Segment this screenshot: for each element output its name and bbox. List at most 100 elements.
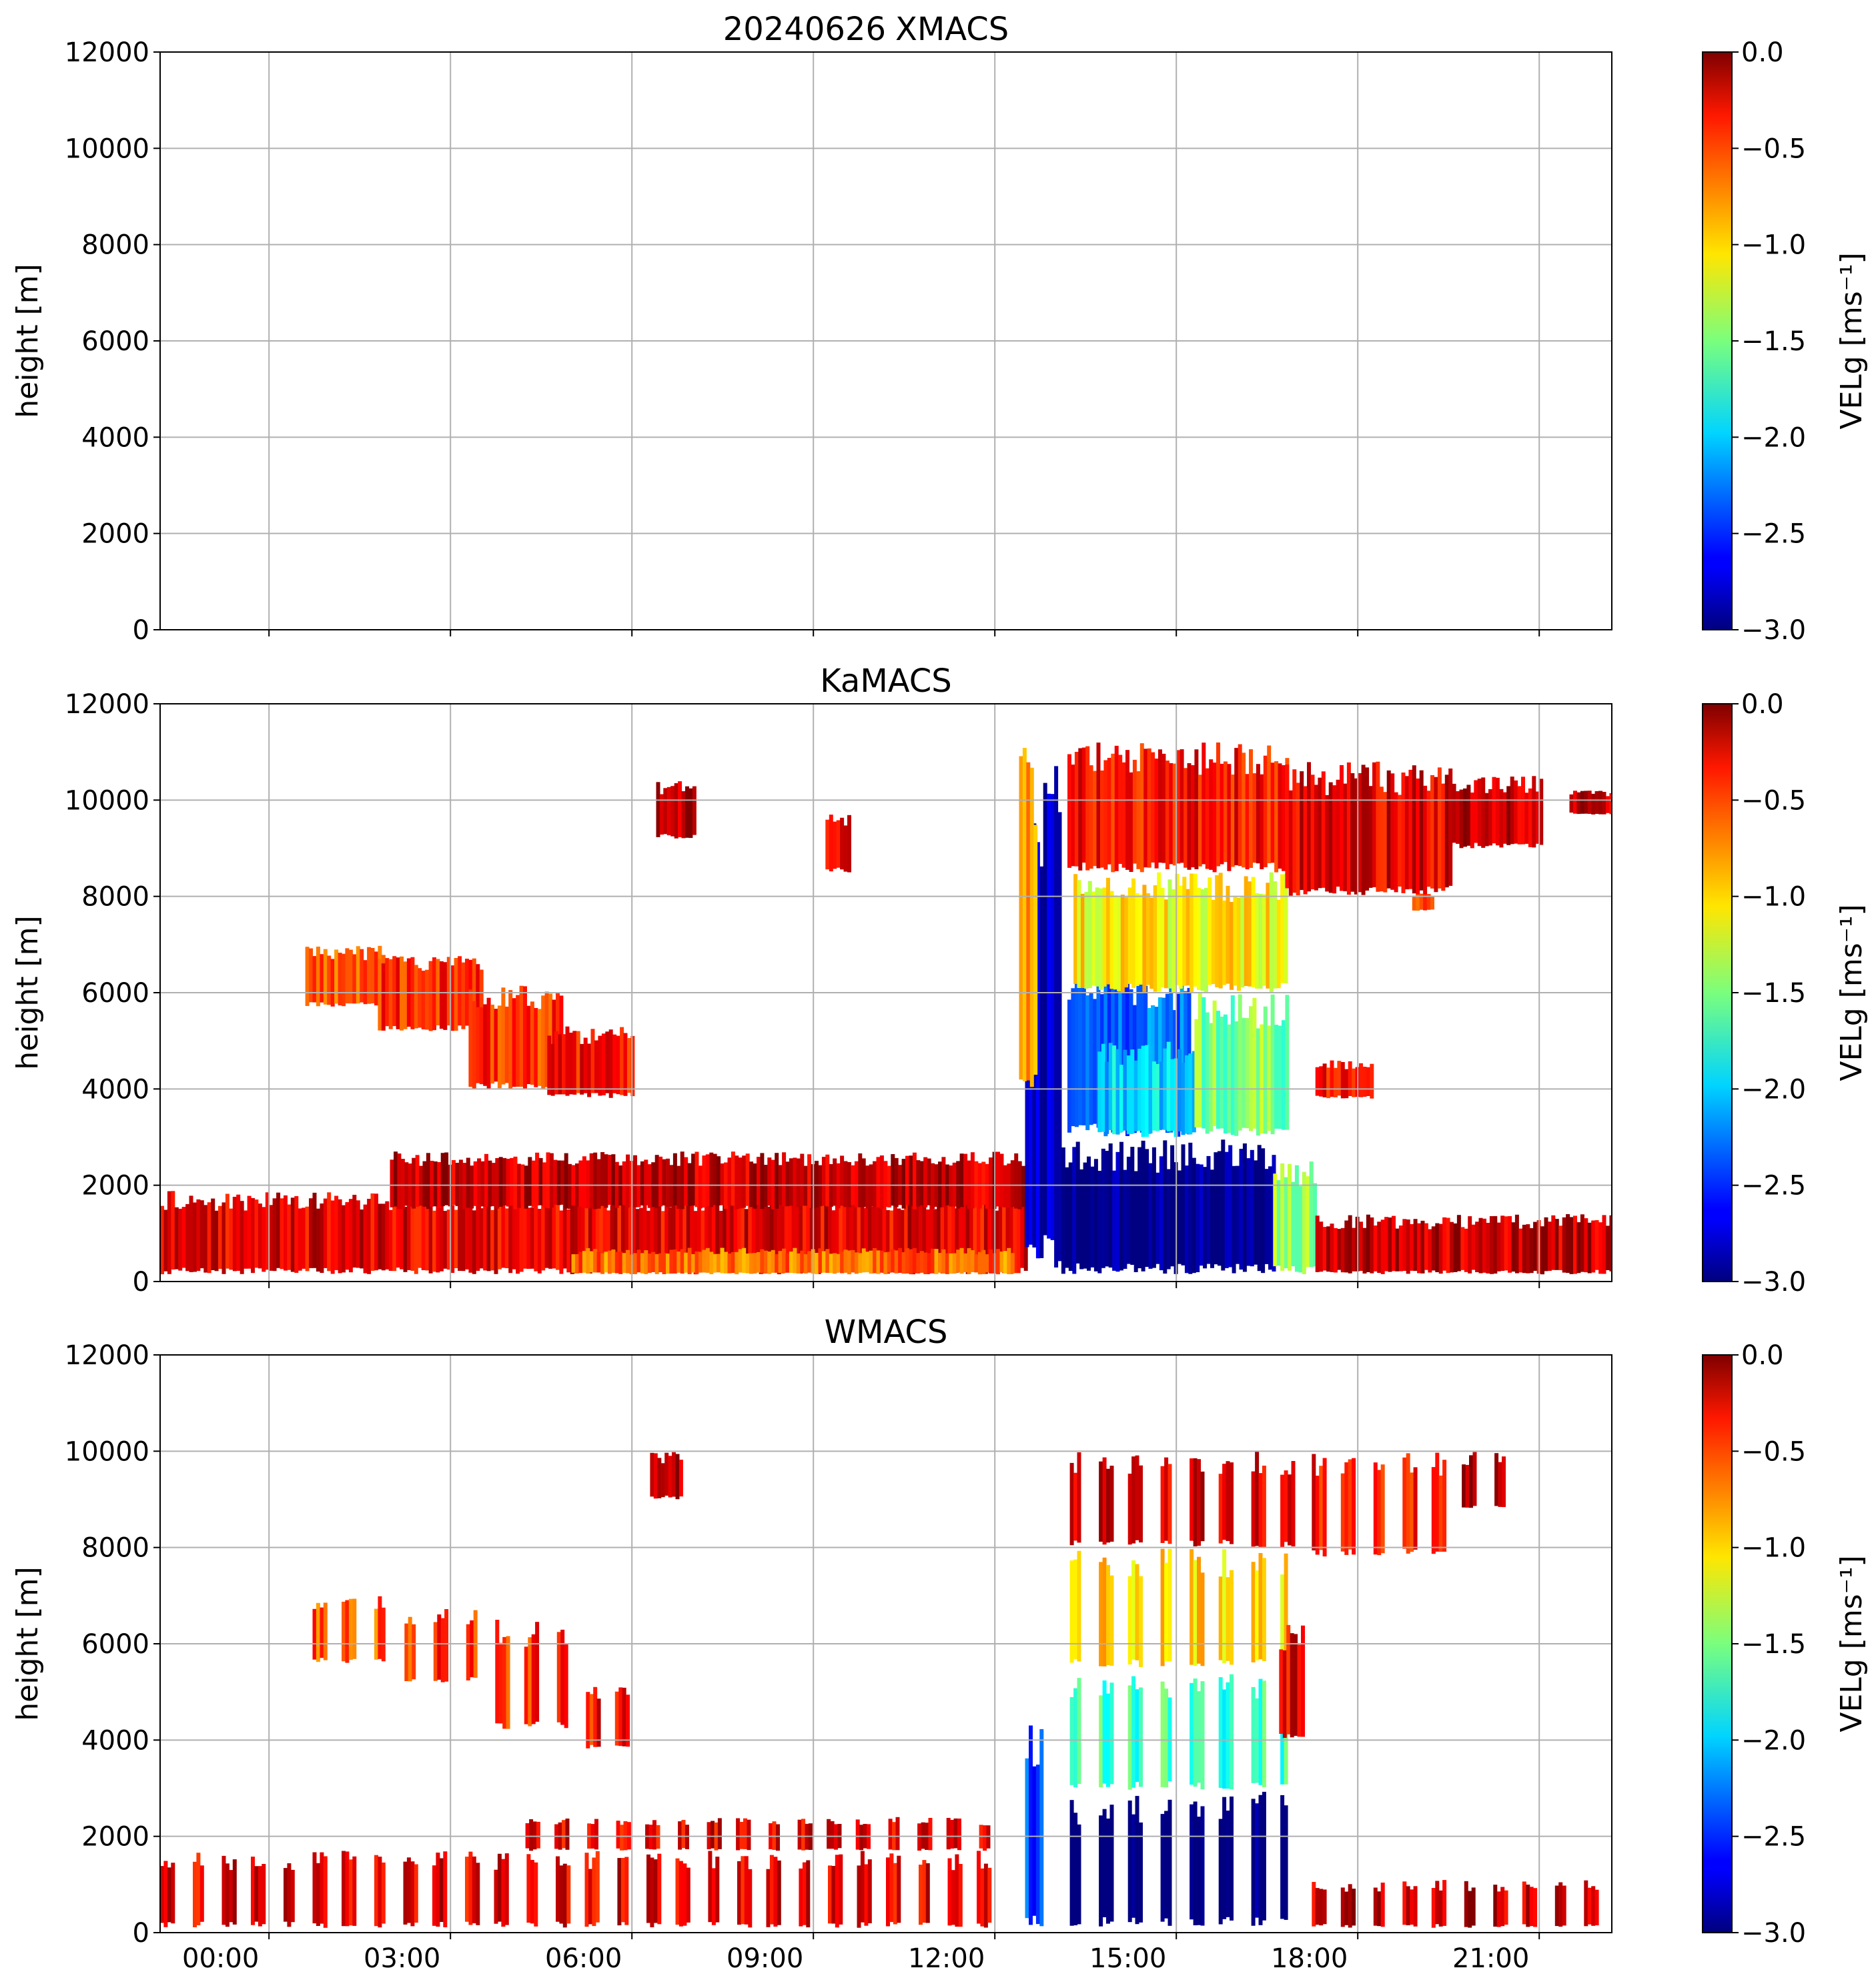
velocity-cell [989, 1249, 993, 1274]
velocity-cell [1222, 1797, 1227, 1919]
velocity-cell [1136, 771, 1141, 869]
velocity-cell [767, 1252, 772, 1274]
velocity-cell [700, 1210, 705, 1270]
velocity-blob [650, 1452, 683, 1500]
velocity-cell [381, 963, 386, 1031]
velocity-cell [265, 1192, 270, 1270]
velocity-cell [330, 1200, 335, 1274]
velocity-cell [1089, 765, 1093, 869]
velocity-cell [428, 961, 433, 1031]
velocity-cell [236, 1194, 241, 1271]
velocity-cell [1475, 1221, 1480, 1272]
velocity-cell [1554, 1885, 1559, 1927]
velocity-cell [887, 1165, 891, 1207]
velocity-cell [893, 1195, 897, 1273]
velocity-cell [446, 1209, 451, 1270]
velocity-cell [1373, 1462, 1378, 1555]
velocity-cell [1340, 1887, 1345, 1927]
velocity-cell [1230, 1674, 1234, 1790]
velocity-cell [1535, 791, 1540, 844]
velocity-cell [1340, 1062, 1345, 1099]
velocity-cell [535, 1622, 540, 1722]
velocity-cell [1361, 765, 1366, 895]
velocity-cell [1478, 1217, 1483, 1274]
velocity-cell [1203, 1167, 1208, 1269]
velocity-cell [985, 1163, 989, 1209]
velocity-cell [1188, 1142, 1193, 1274]
velocity-cell [352, 1195, 357, 1268]
velocity-cell [742, 1248, 747, 1274]
velocity-cell [620, 1202, 625, 1271]
velocity-cell [1106, 1564, 1110, 1666]
velocity-cell [1102, 1457, 1107, 1545]
velocity-cell [905, 1155, 909, 1205]
velocity-cell [588, 1869, 592, 1925]
velocity-cell [1125, 750, 1129, 870]
velocity-cell [854, 1252, 859, 1274]
velocity-cell [1160, 887, 1165, 987]
velocity-cell [602, 1204, 607, 1271]
velocity-cell [1569, 794, 1574, 813]
velocity-cell [254, 1866, 259, 1922]
velocity-cell [356, 946, 360, 1004]
velocity-cell [1591, 1886, 1596, 1926]
velocity-cell [367, 1199, 372, 1274]
velocity-cell [1306, 1176, 1310, 1268]
velocity-cell [532, 1821, 537, 1850]
velocity-cell [552, 999, 556, 1087]
velocity-cell [378, 1857, 382, 1928]
velocity-cell [1135, 1689, 1139, 1783]
velocity-cell [225, 1863, 229, 1927]
velocity-cell [400, 1195, 404, 1270]
velocity-cell [571, 1254, 576, 1273]
velocity-cell [534, 1199, 538, 1272]
velocity-cell [1200, 1471, 1205, 1542]
velocity-cell [927, 1158, 931, 1205]
velocity-cell [163, 1209, 168, 1272]
velocity-cell [622, 1253, 626, 1274]
velocity-cell [538, 1157, 543, 1205]
velocity-cell [1226, 1461, 1230, 1541]
velocity-cell [1446, 1217, 1450, 1274]
velocity-cell [599, 1205, 604, 1268]
velocity-cell [316, 1208, 320, 1272]
velocity-cell [587, 1043, 592, 1097]
velocity-cell [334, 949, 339, 1004]
velocity-cell [1344, 1220, 1349, 1273]
velocity-cell [1362, 1067, 1367, 1097]
velocity-cell [969, 1193, 974, 1270]
velocity-cell [1423, 894, 1428, 911]
velocity-cell [1496, 1891, 1501, 1927]
velocity-cell [290, 1197, 295, 1272]
panel-title: XMACS [895, 11, 1009, 48]
velocity-cell [709, 1152, 714, 1207]
velocity-cell [865, 1252, 870, 1273]
velocity-cell [694, 1251, 699, 1274]
velocity-cell [653, 1859, 658, 1923]
velocity-cell [686, 1199, 690, 1268]
velocity-cell [1210, 1169, 1214, 1268]
velocity-cell [662, 1253, 666, 1274]
velocity-blob [312, 1596, 386, 1663]
velocity-cell [294, 1195, 299, 1273]
velocity-cell [1067, 999, 1071, 1133]
velocity-cell [1200, 889, 1205, 991]
velocity-cell [818, 1248, 823, 1274]
velocity-cell [607, 1155, 612, 1205]
colorbar-tick-label: −0.5 [1741, 1436, 1806, 1467]
velocity-cell [1288, 1163, 1292, 1271]
velocity-blob [1194, 993, 1290, 1136]
velocity-cell [646, 1854, 650, 1923]
velocity-cell [785, 1253, 790, 1273]
velocity-cell [477, 1158, 482, 1209]
velocity-cell [813, 1201, 818, 1272]
velocity-cell [348, 1199, 353, 1273]
y-tick-label: 12000 [65, 1340, 149, 1371]
velocity-cell [1065, 1167, 1069, 1268]
velocity-cell [1392, 1215, 1396, 1272]
velocity-cell [600, 1253, 605, 1274]
velocity-cell [1297, 1644, 1302, 1737]
velocity-cell [946, 1818, 951, 1850]
velocity-cell [327, 1192, 332, 1272]
velocity-cell [1319, 1889, 1324, 1926]
